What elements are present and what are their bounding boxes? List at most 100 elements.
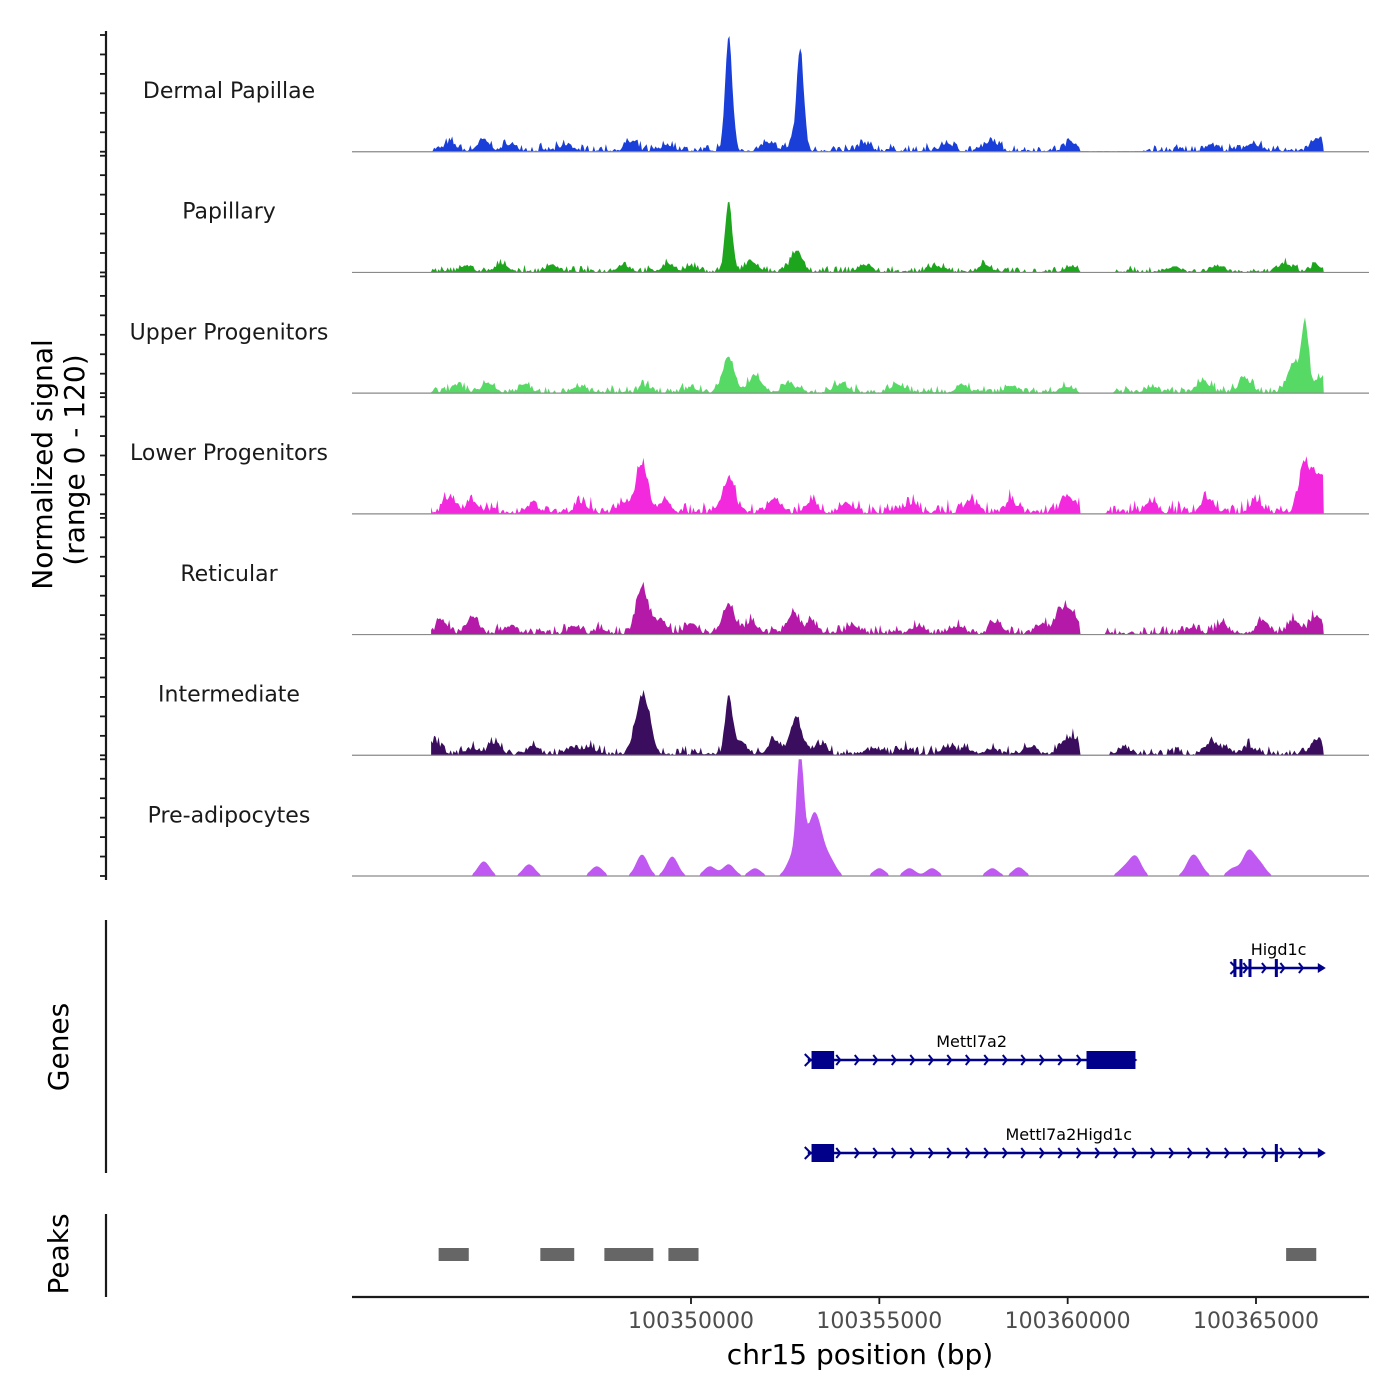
strand-arrow <box>1261 962 1268 974</box>
strand-arrow <box>1038 1054 1046 1066</box>
coverage-area <box>431 759 1324 876</box>
strand-arrow <box>964 1147 972 1159</box>
strand-arrow <box>1279 962 1286 974</box>
strand-arrow <box>1186 1147 1194 1159</box>
x-axis-title: chr15 position (bp) <box>727 1338 993 1371</box>
strand-arrow <box>835 1054 842 1066</box>
strand-arrow <box>927 1054 935 1066</box>
track-lower-progenitors: Lower Progenitors <box>130 441 1369 515</box>
track-pre-adipocytes: Pre-adipocytes <box>148 759 1369 877</box>
strand-arrow <box>964 1054 972 1066</box>
peak-region <box>1286 1248 1317 1261</box>
strand-arrow <box>946 1054 953 1066</box>
strand-arrow <box>1260 1147 1268 1159</box>
gene-exon <box>1248 959 1252 977</box>
strand-arrow <box>909 1147 916 1159</box>
track-label: Upper Progenitors <box>130 320 329 345</box>
gene-mettl7a2: Mettl7a2 <box>804 1032 1138 1069</box>
gene-exon <box>811 1051 835 1069</box>
strand-arrow <box>1112 1147 1120 1159</box>
coverage-area <box>431 456 1324 514</box>
strand-arrow <box>1075 1147 1083 1159</box>
gene-exon <box>811 1144 835 1162</box>
track-papillary: Papillary <box>182 200 1369 274</box>
coverage-area <box>431 581 1324 635</box>
strand-arrow <box>890 1054 898 1066</box>
strand-arrow <box>872 1054 879 1066</box>
peaks-panel <box>438 1248 1317 1261</box>
strand-arrow <box>1242 962 1249 974</box>
x-tick-label: 100355000 <box>816 1309 942 1334</box>
peak-region <box>438 1248 469 1261</box>
strand-arrow <box>1057 1054 1064 1066</box>
gene-exon <box>1239 959 1243 977</box>
peak-region <box>540 1248 575 1261</box>
gene-start-mark <box>804 1053 813 1067</box>
track-label: Reticular <box>180 562 278 587</box>
gene-name: Mettl7a2 <box>936 1032 1007 1051</box>
strand-arrow <box>946 1147 953 1159</box>
strand-arrow <box>1279 1147 1286 1159</box>
gene-end-arrow <box>1129 1055 1138 1065</box>
strand-arrow <box>1223 1147 1231 1159</box>
track-label: Pre-adipocytes <box>148 803 311 828</box>
track-dermal-papillae: Dermal Papillae <box>143 36 1369 153</box>
peak-region <box>604 1248 654 1261</box>
gene-end-arrow <box>1317 1148 1326 1158</box>
strand-arrow <box>1020 1054 1027 1066</box>
strand-arrow <box>853 1054 861 1066</box>
gene-name: Mettl7a2Higd1c <box>1005 1125 1132 1144</box>
strand-arrow <box>890 1147 898 1159</box>
coverage-area <box>431 202 1324 273</box>
strand-arrow <box>1001 1147 1009 1159</box>
x-tick-label: 100350000 <box>628 1309 754 1334</box>
track-upper-progenitors: Upper Progenitors <box>130 317 1369 394</box>
track-label: Papillary <box>182 200 276 225</box>
gene-exon <box>1233 959 1237 977</box>
genes-panel: Higd1c Mettl7a2 Mettl7a2Higd1c <box>804 940 1326 1162</box>
strand-arrow <box>1001 1054 1009 1066</box>
strand-arrow <box>983 1054 990 1066</box>
x-tick-label: 100360000 <box>1005 1309 1131 1334</box>
strand-arrow <box>1020 1147 1027 1159</box>
coverage-area <box>431 317 1324 394</box>
strand-arrow <box>927 1147 935 1159</box>
strand-arrow <box>1298 962 1305 974</box>
track-label: Intermediate <box>158 683 300 708</box>
strand-arrow <box>1205 1147 1212 1159</box>
track-label: Lower Progenitors <box>130 441 328 466</box>
track-intermediate: Intermediate <box>158 683 1369 756</box>
coverage-area <box>431 36 1324 152</box>
strand-arrow <box>835 1147 842 1159</box>
gene-mettl7a2higd1c: Mettl7a2Higd1c <box>804 1125 1326 1162</box>
gene-start-mark <box>804 1146 813 1160</box>
x-axis-ticks: 100350000 100355000 100360000 100365000 <box>628 1297 1319 1334</box>
coverage-y-axis-title: Normalized signal (range 0 - 120) <box>26 330 91 589</box>
gene-end-arrow <box>1317 963 1326 973</box>
coverage-y-axis-ticks <box>100 34 106 877</box>
strand-arrow <box>1297 1147 1305 1159</box>
strand-arrow <box>872 1147 879 1159</box>
gene-higd1c: Higd1c <box>1229 940 1326 977</box>
strand-arrow <box>909 1054 916 1066</box>
genes-y-axis-title: Genes <box>42 1003 75 1091</box>
strand-arrow <box>1131 1147 1138 1159</box>
coverage-y-axis-title-line1: Normalized signal <box>26 339 59 590</box>
strand-arrow <box>1094 1147 1101 1159</box>
coverage-y-axis-title-line2: (range 0 - 120) <box>58 354 91 565</box>
strand-arrow <box>853 1147 861 1159</box>
strand-arrow <box>1038 1147 1046 1159</box>
strand-arrow <box>1057 1147 1064 1159</box>
strand-arrow <box>1242 1147 1249 1159</box>
gene-exon <box>1086 1051 1136 1069</box>
peaks-y-axis-title: Peaks <box>42 1213 75 1294</box>
strand-arrow <box>1168 1147 1175 1159</box>
gene-name: Higd1c <box>1251 940 1307 959</box>
peak-region <box>668 1248 699 1261</box>
strand-arrow <box>1149 1147 1157 1159</box>
strand-arrow <box>983 1147 990 1159</box>
strand-arrow <box>1075 1054 1083 1066</box>
x-tick-label: 100365000 <box>1193 1309 1319 1334</box>
track-label: Dermal Papillae <box>143 79 315 104</box>
